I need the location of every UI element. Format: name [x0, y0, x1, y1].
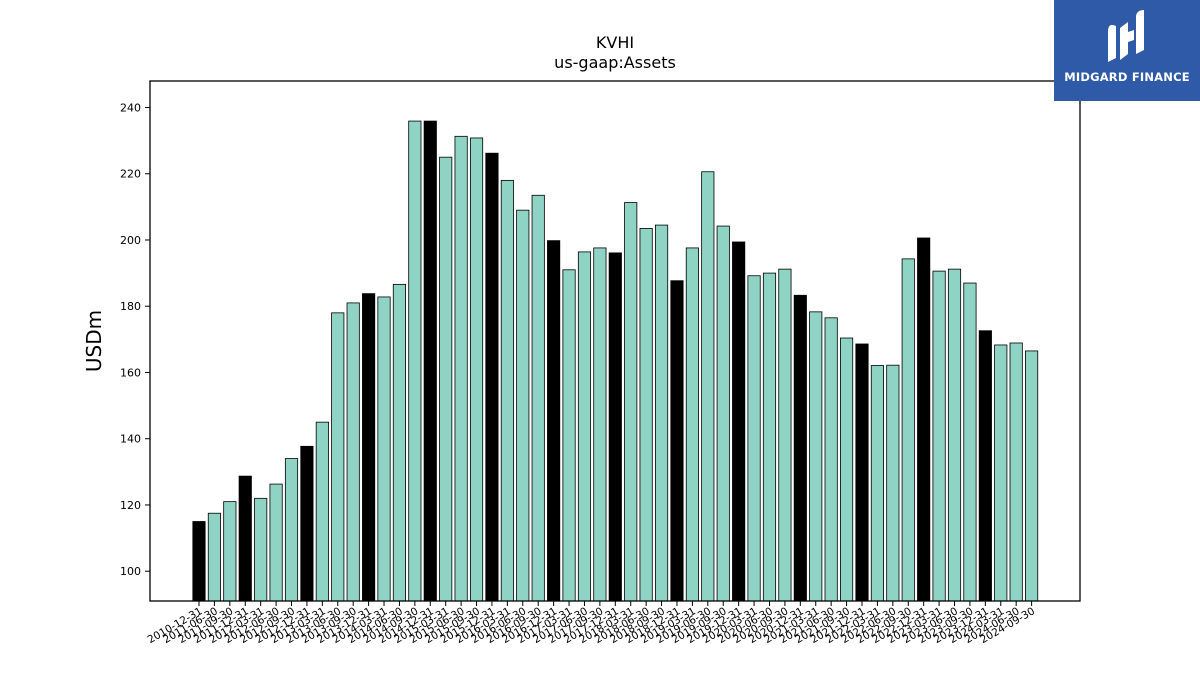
x-axis: 2010-12-312011-06-302011-09-302011-12-31… — [146, 601, 1037, 646]
bar-2022-03-31 — [886, 364, 900, 602]
bars-group — [192, 120, 1039, 602]
bar-2015-12-31 — [500, 179, 514, 602]
bar-2013-03-31 — [331, 312, 345, 602]
y-axis-label: USDm — [82, 310, 106, 372]
bar-2017-03-31 — [577, 251, 592, 602]
bar-2016-12-31 — [562, 269, 576, 602]
y-tick-label: 200 — [120, 234, 141, 247]
bar-2021-03-31 — [824, 317, 838, 602]
bar-2020-12-31 — [809, 311, 823, 602]
bar-2014-09-30 — [423, 120, 437, 602]
bar-2015-06-30 — [469, 137, 484, 602]
chart-subtitle: us-gaap:Assets — [554, 53, 676, 72]
bar-2015-09-30 — [485, 152, 499, 602]
bar-2011-03-31 — [207, 512, 221, 602]
bar-2023-03-31 — [947, 268, 962, 602]
bar-2018-03-31 — [639, 227, 653, 602]
midgard-logo-icon — [1108, 10, 1144, 62]
bar-2011-12-31 — [254, 497, 268, 602]
bar-2022-12-31 — [932, 270, 946, 602]
y-tick-label: 120 — [120, 499, 141, 512]
bar-2013-06-30 — [346, 302, 360, 602]
bar-2014-06-30 — [408, 120, 422, 602]
bar-2011-06-30 — [223, 501, 237, 602]
bar-2023-06-30 — [963, 282, 977, 602]
y-tick-label: 140 — [120, 433, 141, 446]
bar-2022-06-30 — [901, 258, 915, 602]
bar-2016-09-30 — [547, 240, 561, 602]
bar-2020-03-31 — [762, 272, 777, 602]
bar-2017-06-30 — [593, 247, 607, 602]
bar-2011-09-30 — [238, 475, 252, 602]
bar-2019-12-31 — [747, 275, 761, 602]
bar-2010-12-31 — [192, 521, 206, 602]
bar-2012-06-30 — [284, 458, 299, 602]
bar-2016-03-31 — [516, 209, 530, 602]
bar-2023-12-31 — [994, 344, 1008, 602]
logo-text: MIDGARD FINANCE — [1064, 70, 1190, 84]
y-tick-label: 160 — [120, 366, 141, 379]
plot-frame — [149, 80, 1081, 602]
bar-2022-09-30 — [917, 237, 931, 602]
bar-2024-06-30 — [1025, 350, 1039, 602]
bar-2012-03-31 — [269, 483, 283, 602]
bar-2014-03-31 — [392, 283, 406, 602]
y-tick-label: 100 — [120, 565, 141, 578]
y-tick-label: 180 — [120, 300, 141, 313]
bar-2016-06-30 — [531, 194, 545, 602]
bar-2021-06-30 — [840, 337, 854, 602]
bar-2024-03-31 — [1009, 342, 1023, 602]
bar-2019-06-30 — [716, 225, 730, 602]
bar-2021-09-30 — [855, 343, 869, 602]
y-tick-label: 220 — [120, 168, 141, 181]
y-tick-label: 240 — [120, 101, 141, 114]
brand-logo: MIDGARD FINANCE — [1054, 0, 1200, 101]
bar-2018-09-30 — [670, 280, 684, 602]
chart-title: KVHI — [596, 33, 634, 52]
bar-2020-09-30 — [793, 294, 807, 602]
bar-2021-12-31 — [870, 365, 884, 602]
bar-2020-06-30 — [778, 268, 792, 602]
bar-2023-09-30 — [978, 330, 992, 602]
bar-2014-12-31 — [439, 156, 453, 602]
bar-2012-09-30 — [300, 445, 314, 602]
bar-2019-09-30 — [732, 241, 746, 602]
bar-2017-09-30 — [608, 252, 622, 602]
bar-2013-09-30 — [362, 293, 376, 602]
bar-2019-03-31 — [701, 171, 715, 602]
y-axis: 100 120 140 160 180 200 220 240 — [120, 101, 150, 578]
bar-2018-12-31 — [685, 247, 699, 602]
bar-2018-06-30 — [654, 224, 669, 602]
bar-2012-12-31 — [315, 421, 329, 602]
bar-2017-12-31 — [624, 202, 638, 602]
bar-2013-12-31 — [377, 296, 391, 602]
bar-2015-03-31 — [454, 135, 468, 602]
